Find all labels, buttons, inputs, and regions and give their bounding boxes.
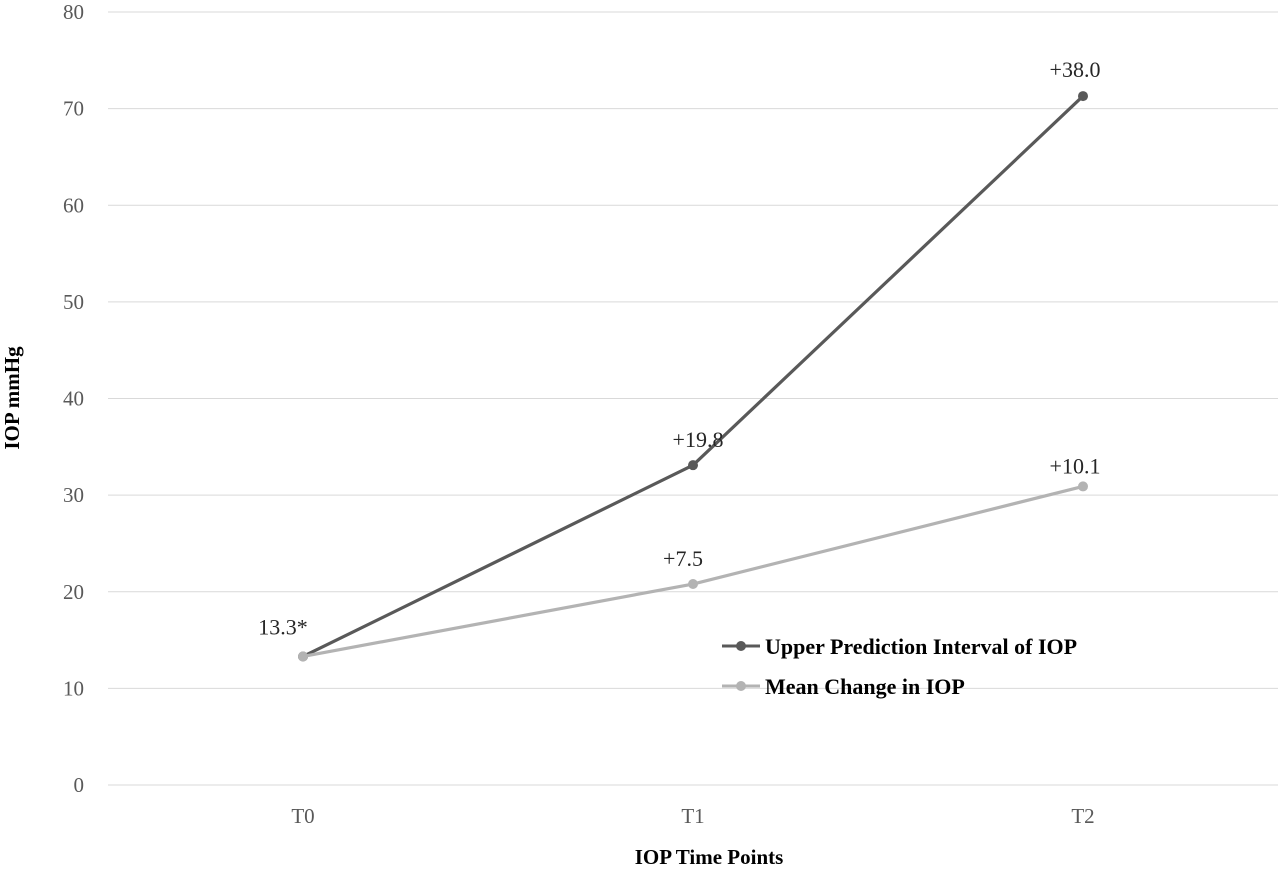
- data-label-series-1-T1: +7.5: [663, 546, 703, 571]
- data-label-series-0-T2: +38.0: [1050, 57, 1101, 82]
- x-axis-ticks: T0 T1 T2: [291, 804, 1094, 828]
- x-axis-title: IOP Time Points: [635, 845, 784, 869]
- legend-label-mean: Mean Change in IOP: [765, 674, 965, 699]
- legend-item-upper-prediction: Upper Prediction Interval of IOP: [722, 634, 1077, 659]
- series-1-point-T1: [688, 579, 698, 590]
- series-0-point-T2: [1078, 91, 1088, 102]
- y-tick-label-30: 30: [63, 483, 84, 507]
- y-axis-ticks: 0 10 20 30 40 50 60 70 80: [63, 0, 84, 797]
- data-label-series-1-T2: +10.1: [1050, 453, 1101, 478]
- data-label-series-0-T1: +19.8: [673, 427, 724, 452]
- y-tick-label-60: 60: [63, 193, 84, 217]
- data-label-series-0-T0: 13.3*: [258, 614, 308, 639]
- series-0-point-T1: [688, 460, 698, 471]
- legend-item-mean-change: Mean Change in IOP: [722, 674, 965, 699]
- x-tick-label-T1: T1: [681, 804, 704, 828]
- y-tick-label-80: 80: [63, 0, 84, 24]
- y-tick-label-20: 20: [63, 580, 84, 604]
- legend: Upper Prediction Interval of IOP Mean Ch…: [722, 634, 1077, 699]
- legend-label-upper: Upper Prediction Interval of IOP: [765, 634, 1077, 659]
- y-tick-label-70: 70: [63, 97, 84, 121]
- legend-marker-mean: [736, 681, 746, 691]
- series-line-1: [302, 484, 1084, 659]
- y-tick-label-40: 40: [63, 387, 84, 411]
- series-line-0: [302, 94, 1085, 658]
- x-tick-label-T0: T0: [291, 804, 314, 828]
- x-tick-label-T2: T2: [1071, 804, 1094, 828]
- legend-marker-upper: [736, 641, 746, 651]
- series-1-point-T2: [1078, 481, 1088, 492]
- y-axis-title: IOP mmHg: [0, 346, 24, 450]
- y-tick-label-50: 50: [63, 290, 84, 314]
- series-1-point-T0: [298, 651, 308, 662]
- data-labels: 13.3* +19.8 +38.0 +7.5 +10.1: [258, 57, 1100, 639]
- series-group: [298, 91, 1088, 662]
- y-tick-label-0: 0: [74, 773, 85, 797]
- y-tick-label-10: 10: [63, 676, 84, 700]
- grid-lines: [108, 11, 1278, 786]
